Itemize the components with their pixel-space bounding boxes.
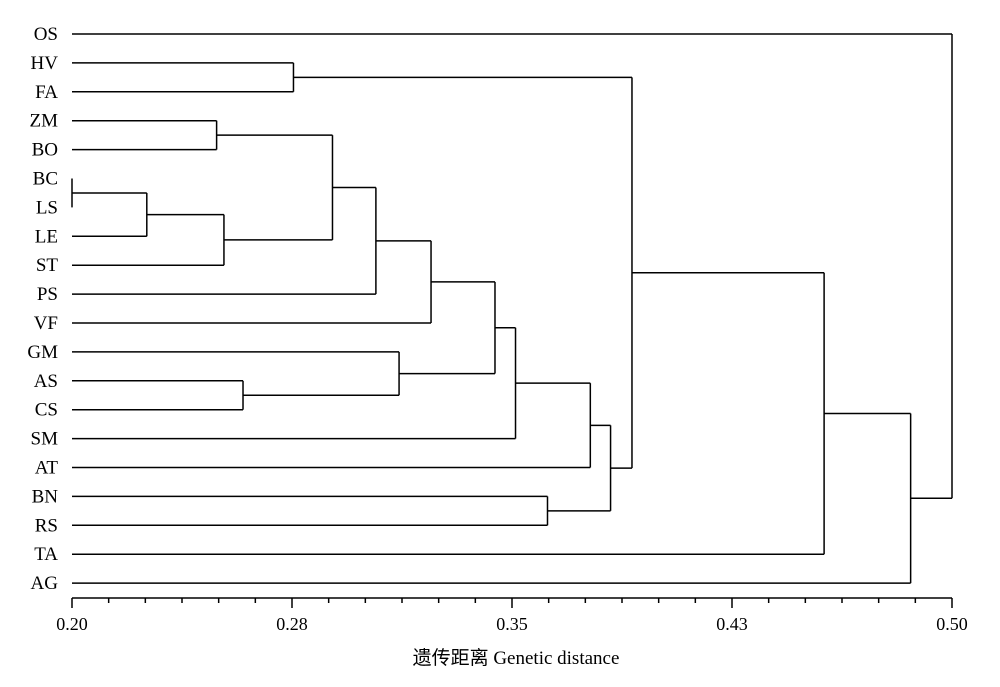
x-tick-label: 0.43 (716, 614, 748, 634)
x-tick-label: 0.28 (276, 614, 308, 634)
leaf-label-sm: SM (31, 429, 59, 450)
x-tick-label: 0.20 (56, 614, 88, 634)
leaf-label-zm: ZM (30, 111, 59, 132)
leaf-label-ps: PS (37, 284, 58, 305)
leaf-label-vf: VF (34, 313, 58, 334)
leaf-label-bo: BO (32, 140, 58, 161)
leaf-label-gm: GM (27, 342, 58, 363)
leaf-label-bc: BC (33, 169, 58, 190)
leaf-label-st: ST (36, 255, 59, 276)
leaf-label-hv: HV (31, 53, 59, 74)
leaf-label-fa: FA (35, 82, 58, 103)
x-tick-label: 0.50 (936, 614, 968, 634)
leaf-label-ls: LS (36, 197, 58, 218)
leaf-label-bn: BN (32, 486, 59, 507)
leaf-label-as: AS (34, 371, 58, 392)
leaf-label-at: AT (35, 458, 59, 479)
leaf-label-ta: TA (34, 544, 58, 565)
x-axis-title: 遗传距离 Genetic distance (413, 647, 620, 669)
leaf-label-le: LE (35, 226, 58, 247)
x-axis: 0.20 0.28 0.35 0.43 0.50 (56, 597, 968, 634)
leaf-label-rs: RS (35, 515, 58, 536)
leaf-label-ag: AG (31, 573, 59, 594)
dendrogram-branches (71, 33, 953, 584)
leaf-label-cs: CS (35, 400, 58, 421)
x-tick-label: 0.35 (496, 614, 528, 634)
leaf-label-os: OS (34, 24, 58, 45)
leaf-labels: OS HV FA ZM BO BC LS LE ST PS VF GM AS CS SM AT BN RS TA AG (27, 24, 58, 594)
